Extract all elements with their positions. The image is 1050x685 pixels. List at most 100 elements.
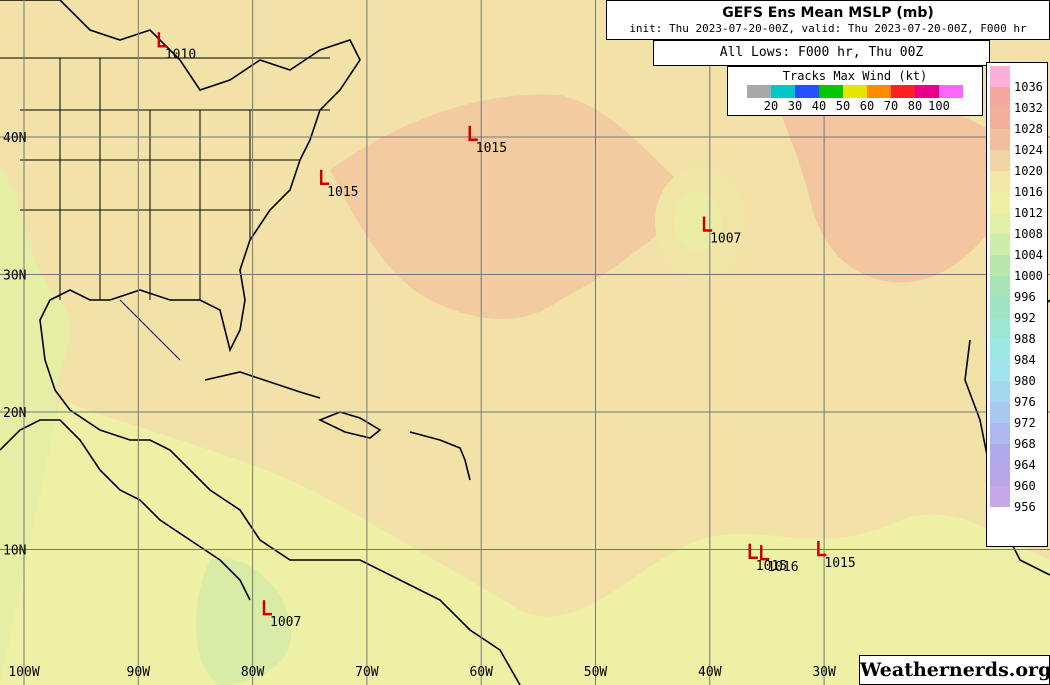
mslp-legend-swatch (990, 486, 1010, 507)
mslp-legend-row: 1008 (987, 213, 1047, 240)
wind-legend-label: 40 (811, 99, 827, 113)
wind-legend-label: 70 (883, 99, 899, 113)
latitude-label: 20N (3, 406, 26, 421)
mslp-legend-swatch (990, 465, 1010, 486)
mslp-legend-row: 1024 (987, 129, 1047, 156)
wind-legend-label: 80 (907, 99, 923, 113)
wind-legend-title: Tracks Max Wind (kt) (782, 69, 928, 83)
mslp-legend-row: 1028 (987, 108, 1047, 135)
wind-legend-swatch (843, 85, 867, 98)
low-marker-symbol (759, 545, 770, 561)
title-box: GEFS Ens Mean MSLP (mb) init: Thu 2023-0… (606, 0, 1050, 40)
longitude-label: 100W (8, 665, 39, 680)
wind-legend: Tracks Max Wind (kt) 20 30 40 50 60 70 80 100 (727, 66, 983, 116)
mslp-legend-swatch (990, 381, 1010, 402)
low-pressure-label: 1007 (710, 232, 741, 247)
low-marker-symbol (319, 169, 330, 185)
low-marker-symbol (157, 32, 167, 48)
low-marker: 1015 (319, 169, 358, 200)
low-marker: 1016 (759, 545, 799, 575)
low-pressure-label: 1007 (270, 615, 301, 630)
mslp-legend-swatch (990, 66, 1010, 87)
mslp-legend-swatch (990, 171, 1010, 192)
low-pressure-label: 1015 (756, 559, 787, 574)
mslp-legend-label: 1008 (1014, 227, 1043, 241)
longitude-label: 60W (469, 665, 493, 680)
mslp-legend-row: 1000 (987, 255, 1047, 282)
pressure-field-high-east (780, 99, 990, 283)
low-marker: 1015 (468, 125, 507, 156)
low-pressure-label: 1015 (476, 141, 507, 156)
mslp-legend-swatch (990, 213, 1010, 234)
mslp-legend-label: 1028 (1014, 122, 1043, 136)
mslp-legend-swatch (990, 129, 1010, 150)
mslp-legend-swatch (990, 339, 1010, 360)
low-marker-symbol (748, 543, 758, 559)
wind-legend-label: 50 (835, 99, 851, 113)
low-marker: 1015 (748, 543, 787, 574)
mslp-legend-label: 980 (1014, 374, 1036, 388)
mslp-legend-swatch (990, 234, 1010, 255)
mslp-legend-row: 984 (987, 339, 1047, 366)
mslp-legend-row: 1004 (987, 234, 1047, 261)
mslp-legend-row: 960 (987, 465, 1047, 492)
wind-legend-swatches (728, 85, 982, 98)
mslp-legend-row: 980 (987, 360, 1047, 387)
latitude-label: 10N (3, 544, 26, 559)
mslp-legend-swatch (990, 423, 1010, 444)
mslp-legend-row: 996 (987, 276, 1047, 303)
mslp-legend-row: 988 (987, 318, 1047, 345)
longitude-label: 50W (584, 665, 608, 680)
wind-legend-label: 30 (787, 99, 803, 113)
mslp-legend-label: 968 (1014, 437, 1036, 451)
mslp-legend-row: 992 (987, 297, 1047, 324)
map-subtitle: init: Thu 2023-07-20-00Z, valid: Thu 202… (629, 22, 1027, 35)
wind-legend-label: 20 (763, 99, 779, 113)
wind-legend-swatch (771, 85, 795, 98)
mslp-legend-swatch (990, 108, 1010, 129)
mslp-legend-label: 988 (1014, 332, 1036, 346)
low-marker-symbol (468, 125, 478, 141)
wind-legend-swatch (867, 85, 891, 98)
credit-label: Weathernerds.org (859, 655, 1050, 685)
mslp-legend-label: 1032 (1014, 101, 1043, 115)
mslp-legend-row: 1020 (987, 150, 1047, 177)
low-marker: 1007 (702, 216, 741, 247)
mslp-legend-row: 1032 (987, 87, 1047, 114)
mslp-legend-label: 992 (1014, 311, 1036, 325)
mslp-legend-label: 1016 (1014, 185, 1043, 199)
mslp-legend-label: 956 (1014, 500, 1036, 514)
mslp-legend-row: 964 (987, 444, 1047, 471)
low-pressure-label: 1010 (165, 47, 196, 62)
mslp-legend-row: 1036 (987, 66, 1047, 93)
wind-legend-label: 60 (859, 99, 875, 113)
mslp-legend-label: 1036 (1014, 80, 1043, 94)
mslp-legend-row: 972 (987, 402, 1047, 429)
mslp-legend-label: 964 (1014, 458, 1036, 472)
longitude-labels: 100W 90W 80W 70W 60W 50W 40W 30W (8, 665, 836, 680)
mslp-legend-swatch (990, 87, 1010, 108)
longitude-label: 30W (812, 665, 836, 680)
mslp-legend-label: 960 (1014, 479, 1036, 493)
latitude-label: 40N (3, 131, 26, 146)
mslp-legend-label: 996 (1014, 290, 1036, 304)
low-pressure-label: 1016 (767, 560, 798, 575)
pressure-field-panama-low (196, 558, 292, 685)
low-marker-symbol (817, 541, 827, 557)
low-marker: 1007 (262, 600, 301, 630)
low-pressure-label: 1015 (327, 185, 358, 200)
low-marker-symbol (262, 600, 273, 616)
wind-legend-labels: 20 30 40 50 60 70 80 100 (728, 99, 982, 113)
mslp-legend-label: 1024 (1014, 143, 1043, 157)
longitude-label: 40W (698, 665, 722, 680)
mslp-legend-swatch (990, 276, 1010, 297)
wind-legend-swatch (747, 85, 771, 98)
mslp-legend-label: 984 (1014, 353, 1036, 367)
mslp-legend-swatch (990, 444, 1010, 465)
wind-legend-swatch (891, 85, 915, 98)
mslp-legend-row: 1016 (987, 171, 1047, 198)
